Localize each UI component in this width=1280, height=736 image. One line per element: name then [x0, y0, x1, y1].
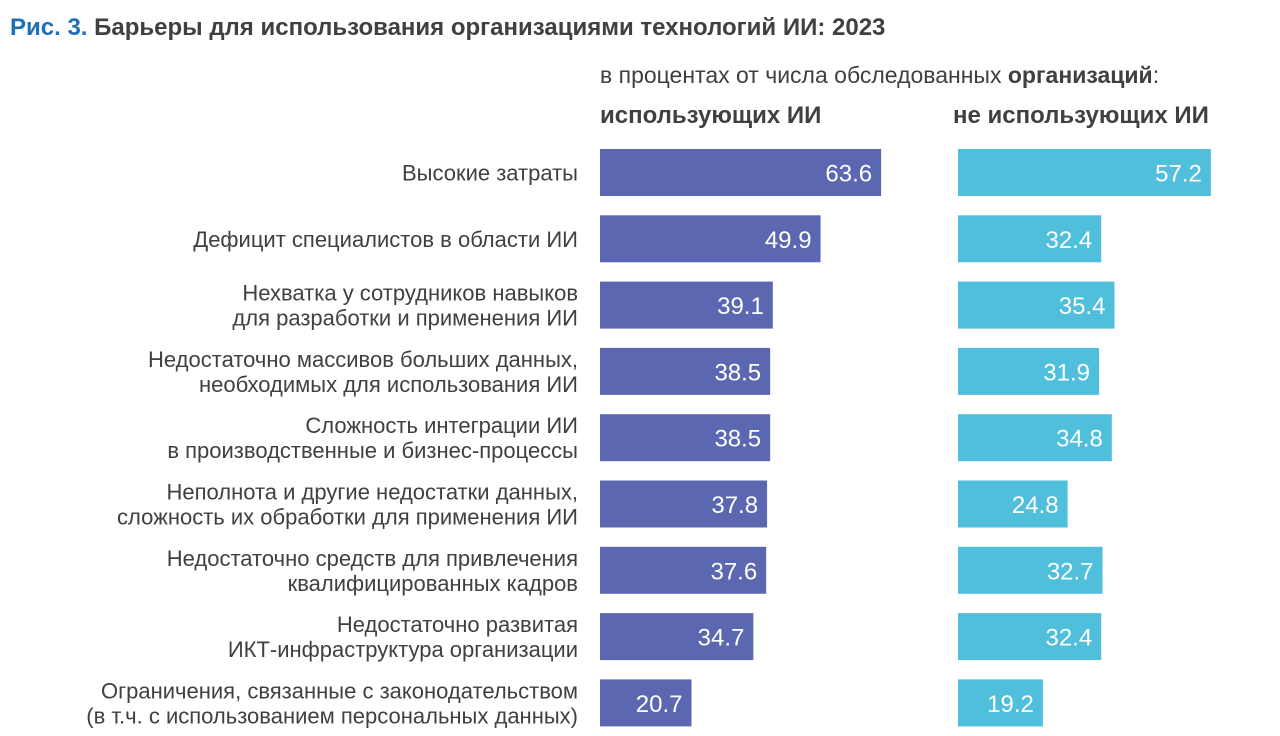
category-label-line: в производственные и бизнес-процессы	[167, 438, 578, 463]
category-label-line: (в т.ч. с использованием персональных да…	[86, 703, 578, 728]
figure-label: Рис. 3.	[10, 14, 88, 41]
bar-value-label: 32.4	[1045, 227, 1092, 254]
bar-value-label: 57.2	[1155, 161, 1202, 188]
bar-not-using-ai	[958, 149, 1211, 196]
bar-not-using-ai	[958, 613, 1102, 661]
bar-using-ai	[600, 414, 771, 462]
bar-value-label: 19.2	[987, 691, 1034, 718]
subtitle-bold: организаций	[1007, 62, 1153, 88]
category-label: Дефицит специалистов в области ИИ	[193, 227, 578, 252]
chart-subtitle: в процентах от числа обследованных орган…	[600, 62, 1159, 89]
bar-value-label: 34.7	[698, 625, 745, 652]
category-label-line: Недостаточно средств для привлечения	[167, 546, 578, 571]
bar-using-ai	[600, 480, 768, 528]
figure-title-text: Барьеры для использования организациями …	[94, 14, 886, 41]
category-label-line: Недостаточно развитая	[337, 612, 578, 637]
figure-title: Рис. 3. Барьеры для использования органи…	[10, 14, 885, 42]
category-label-line: Сложность интеграции ИИ	[305, 413, 578, 438]
bar-value-label: 31.9	[1043, 359, 1090, 386]
bar-value-label: 34.8	[1056, 426, 1103, 453]
bar-not-using-ai	[958, 480, 1068, 528]
bar-using-ai	[600, 679, 692, 727]
subtitle-prefix: в процентах от числа обследованных	[600, 62, 1002, 88]
bar-value-label: 63.6	[825, 161, 872, 188]
bar-value-label: 20.7	[636, 691, 683, 718]
category-label-line: Ограничения, связанные с законодательств…	[101, 678, 578, 703]
category-label-line: ИКТ-инфраструктура организации	[228, 637, 578, 662]
bar-value-label: 37.6	[710, 558, 757, 585]
category-label-line: сложность их обработки для применения ИИ	[117, 505, 578, 530]
category-label-line: Недостаточно массивов больших данных,	[148, 347, 578, 372]
bar-not-using-ai	[958, 281, 1115, 329]
bar-value-label: 38.5	[714, 359, 761, 386]
category-label-line: Дефицит специалистов в области ИИ	[193, 227, 578, 252]
category-label-line: Нехватка у сотрудников навыков	[242, 281, 578, 306]
bar-using-ai	[600, 281, 773, 329]
category-label: Нехватка у сотрудников навыков для разраб…	[232, 281, 578, 331]
bar-value-label: 49.9	[765, 227, 812, 254]
bar-not-using-ai	[958, 414, 1112, 462]
category-label: Недостаточно средств для привлечения квал…	[167, 546, 578, 596]
category-label: Недостаточно развитая ИКТ-инфраструктура …	[228, 612, 578, 662]
bar-value-label: 37.8	[711, 492, 758, 519]
bar-using-ai	[600, 613, 754, 661]
category-label-line: необходимых для использования ИИ	[199, 372, 578, 397]
bar-value-label: 39.1	[717, 293, 764, 320]
category-label: Неполнота и другие недостатки данных, сло…	[117, 480, 578, 530]
bar-value-label: 32.4	[1045, 625, 1092, 652]
bar-not-using-ai	[958, 347, 1099, 395]
category-label-line: квалифицированных кадров	[288, 571, 578, 596]
bar-not-using-ai	[958, 215, 1102, 263]
bar-using-ai	[600, 347, 771, 395]
category-label-line: для разработки и применения ИИ	[232, 306, 578, 331]
category-label-line: Неполнота и другие недостатки данных,	[166, 480, 578, 505]
bar-value-label: 24.8	[1012, 492, 1059, 519]
category-label: Недостаточно массивов больших данных, нео…	[148, 347, 578, 397]
bar-value-label: 35.4	[1059, 293, 1106, 320]
category-label-line: Высокие затраты	[402, 161, 578, 186]
bar-using-ai	[600, 215, 821, 263]
bar-using-ai	[600, 546, 767, 594]
bar-not-using-ai	[958, 679, 1043, 727]
subtitle-suffix: :	[1152, 62, 1160, 88]
category-label: Сложность интеграции ИИ в производственны…	[167, 413, 578, 463]
bar-value-label: 38.5	[714, 426, 761, 453]
category-label: Высокие затраты	[402, 161, 578, 186]
series-header-using-ai: использующих ИИ	[600, 102, 822, 129]
series-header-not-using-ai: не использующих ИИ	[953, 102, 1209, 129]
category-label: Ограничения, связанные с законодательств…	[86, 678, 578, 728]
bar-using-ai	[600, 149, 882, 196]
bar-not-using-ai	[958, 546, 1103, 594]
bar-value-label: 32.7	[1047, 558, 1094, 585]
